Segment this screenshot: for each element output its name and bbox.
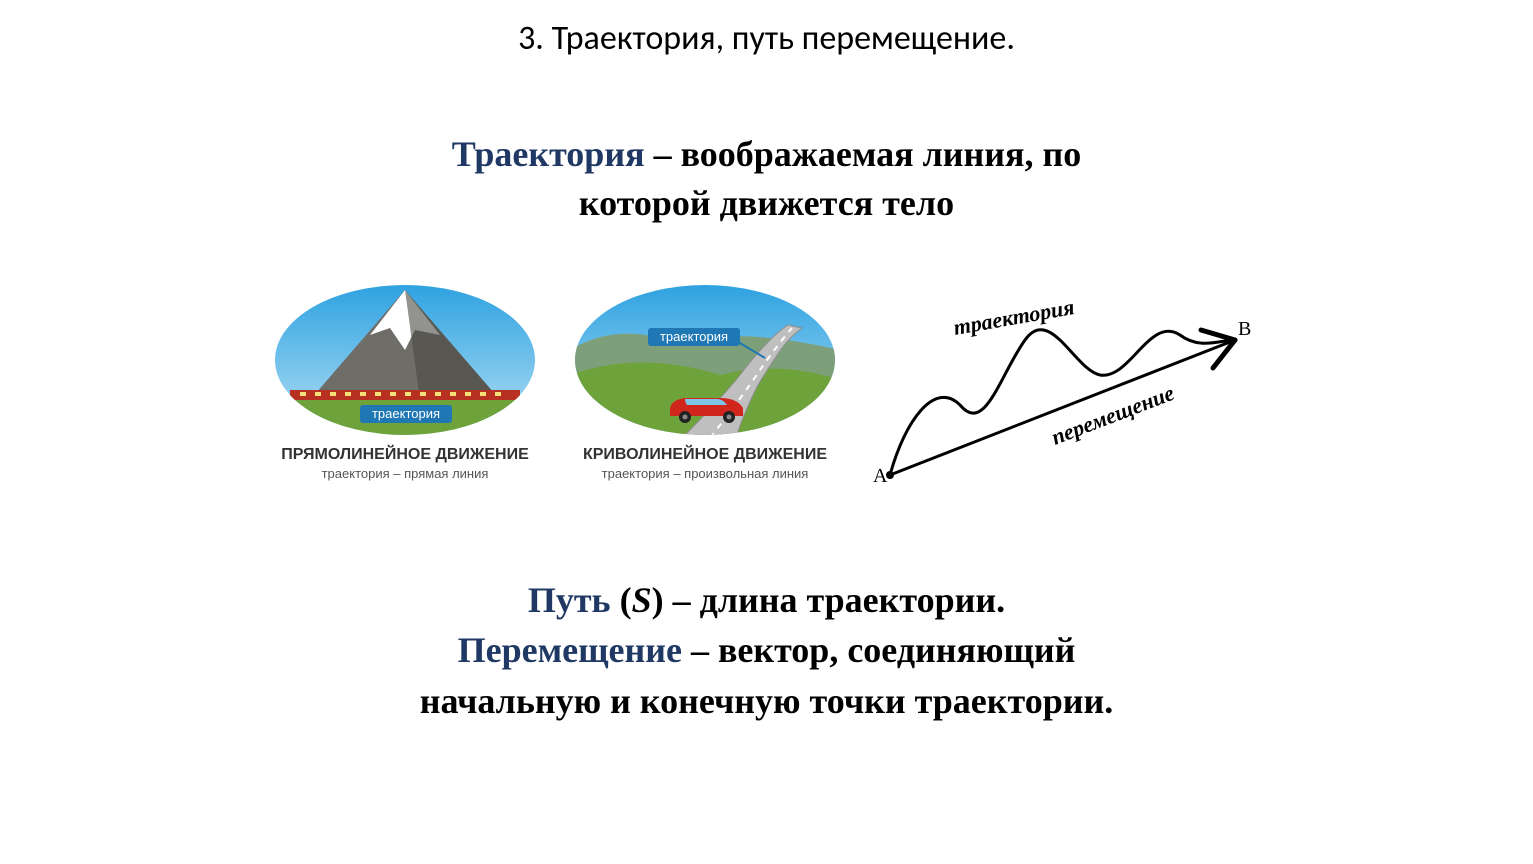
point-b-label: В	[1238, 318, 1251, 340]
text: –	[645, 134, 681, 174]
trajectory-displacement-diagram: А В траектория перемещение	[865, 280, 1265, 500]
caption-curved-sub: траектория – произвольная линия	[560, 466, 850, 481]
text: – вектор, соединяющий	[682, 630, 1075, 670]
text: )	[652, 580, 664, 620]
term-path: Путь	[528, 580, 611, 620]
label-displacement: перемещение	[1048, 380, 1178, 450]
page-title: 3. Траектория, путь перемещение.	[0, 18, 1533, 59]
symbol-s: S	[632, 580, 652, 620]
definition-path-displacement: Путь (S) – длина траектории. Перемещение…	[0, 575, 1533, 726]
text: воображаемая линия, по	[681, 134, 1082, 174]
text: начальную и конечную точки траектории.	[420, 681, 1113, 721]
slide: 3. Траектория, путь перемещение. Траекто…	[0, 0, 1533, 864]
figures-row: траектория ПРЯМОЛИНЕЙНОЕ ДВИЖЕНИЕ траект…	[260, 280, 1280, 520]
text: которой движется тело	[579, 183, 954, 223]
label-trajectory-curve: траектория	[952, 294, 1077, 340]
curved-motion-figure: траектория	[570, 280, 840, 440]
panel-straight: траектория ПРЯМОЛИНЕЙНОЕ ДВИЖЕНИЕ траект…	[260, 280, 550, 481]
caption-straight-sub: траектория – прямая линия	[260, 466, 550, 481]
point-a-label: А	[873, 465, 888, 487]
label-trajectory-straight: траектория	[372, 406, 440, 421]
term-displacement: Перемещение	[458, 630, 682, 670]
text: (	[611, 580, 632, 620]
straight-motion-figure: траектория	[270, 280, 540, 440]
text: – длина траектории.	[664, 580, 1005, 620]
term-trajectory: Траектория	[452, 134, 645, 174]
panel-curved: траектория КРИВОЛИНЕЙНОЕ ДВИЖЕНИЕ траект…	[560, 280, 850, 481]
caption-curved-title: КРИВОЛИНЕЙНОЕ ДВИЖЕНИЕ	[560, 446, 850, 464]
caption-straight-title: ПРЯМОЛИНЕЙНОЕ ДВИЖЕНИЕ	[260, 446, 550, 464]
definition-trajectory: Траектория – воображаемая линия, по кото…	[0, 130, 1533, 227]
panel-vector-diagram: А В траектория перемещение	[865, 280, 1265, 505]
label-trajectory-curved: траектория	[660, 329, 728, 344]
